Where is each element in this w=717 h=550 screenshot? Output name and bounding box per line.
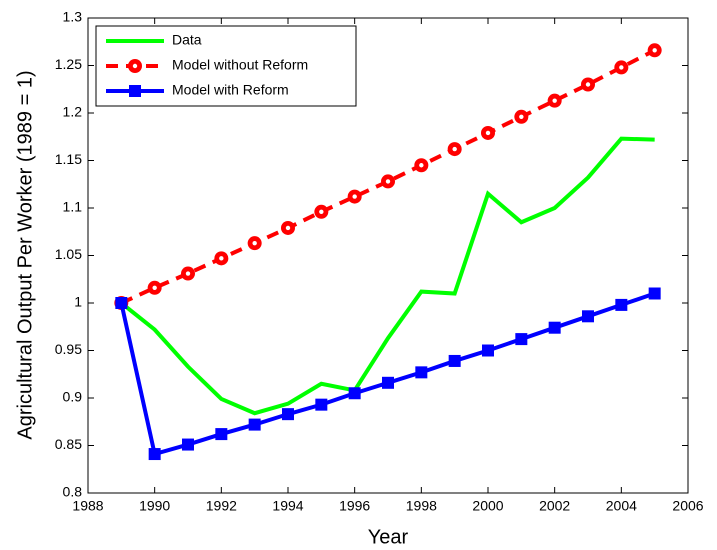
marker bbox=[347, 189, 362, 204]
marker bbox=[282, 408, 294, 421]
marker bbox=[415, 366, 428, 379]
marker bbox=[514, 109, 529, 124]
x-tick-label: 2002 bbox=[539, 498, 570, 514]
y-axis-label: Agricultural Output Per Worker (1989 = 1… bbox=[14, 70, 36, 439]
marker-dot bbox=[152, 285, 157, 290]
marker bbox=[647, 43, 662, 58]
legend-label: Data bbox=[172, 32, 202, 48]
series-line bbox=[120, 48, 656, 305]
marker-dot bbox=[132, 63, 138, 69]
legend-label: Model without Reform bbox=[172, 57, 308, 73]
marker-dot bbox=[352, 194, 357, 199]
marker bbox=[281, 220, 295, 235]
marker-dot bbox=[519, 114, 524, 120]
x-tick-label: 1998 bbox=[406, 498, 437, 514]
marker-dot bbox=[619, 65, 624, 70]
marker-dot bbox=[385, 179, 391, 184]
x-tick-label: 2006 bbox=[672, 498, 703, 514]
marker bbox=[482, 344, 494, 357]
marker bbox=[129, 85, 141, 97]
marker bbox=[214, 251, 229, 266]
marker-dot bbox=[419, 163, 424, 168]
marker-dot bbox=[552, 98, 557, 103]
marker-dot bbox=[219, 256, 224, 261]
marker bbox=[515, 333, 528, 346]
x-tick-label: 1990 bbox=[139, 498, 170, 514]
marker bbox=[348, 387, 361, 400]
y-tick-label: 0.95 bbox=[55, 341, 82, 357]
x-tick-label: 2004 bbox=[606, 498, 637, 514]
y-tick-label: 1.25 bbox=[55, 56, 82, 72]
marker-dot bbox=[652, 48, 657, 53]
marker-dot bbox=[319, 209, 324, 214]
marker bbox=[148, 448, 161, 461]
x-axis-label: Year bbox=[368, 526, 409, 548]
marker bbox=[115, 297, 128, 309]
marker-dot bbox=[585, 82, 591, 87]
y-tick-label: 0.8 bbox=[63, 484, 83, 500]
y-tick-label: 1.15 bbox=[55, 151, 82, 167]
marker-dot bbox=[185, 271, 191, 276]
marker bbox=[382, 376, 394, 389]
marker-dot bbox=[285, 225, 291, 231]
marker bbox=[582, 310, 594, 323]
x-tick-label: 2000 bbox=[472, 498, 503, 514]
series-line bbox=[120, 136, 655, 416]
x-tick-label: 1994 bbox=[272, 498, 303, 514]
marker bbox=[215, 428, 228, 441]
x-tick-label: 1992 bbox=[206, 498, 237, 514]
marker bbox=[448, 354, 461, 367]
y-tick-label: 1.2 bbox=[63, 104, 83, 120]
marker bbox=[147, 280, 162, 295]
legend-label: Model with Reform bbox=[172, 82, 289, 98]
x-tick-label: 1996 bbox=[339, 498, 370, 514]
marker bbox=[315, 398, 328, 411]
marker bbox=[181, 266, 195, 281]
y-tick-label: 1.05 bbox=[55, 246, 82, 262]
marker bbox=[247, 236, 262, 251]
marker bbox=[615, 298, 628, 311]
marker bbox=[547, 93, 562, 108]
y-tick-label: 1.3 bbox=[63, 9, 83, 25]
marker bbox=[581, 77, 595, 92]
marker bbox=[314, 204, 329, 219]
marker-dot bbox=[452, 146, 457, 152]
marker bbox=[548, 321, 561, 334]
plot-frame bbox=[87, 17, 689, 494]
marker-dot bbox=[485, 130, 491, 136]
y-tick-label: 1.1 bbox=[63, 199, 83, 215]
y-tick-label: 0.9 bbox=[63, 389, 83, 405]
marker bbox=[381, 174, 395, 189]
legend: Data Model without Reform Model with Refor… bbox=[95, 25, 357, 107]
marker bbox=[481, 125, 495, 140]
marker bbox=[182, 438, 194, 451]
marker bbox=[248, 418, 261, 431]
marker bbox=[414, 158, 429, 173]
x-tick-label: 1988 bbox=[72, 498, 103, 514]
marker bbox=[447, 142, 462, 157]
marker-dot bbox=[252, 240, 257, 246]
marker bbox=[648, 287, 661, 300]
y-tick-label: 0.85 bbox=[55, 436, 82, 452]
marker bbox=[128, 59, 142, 73]
y-tick-label: 1 bbox=[74, 294, 82, 310]
marker bbox=[614, 60, 629, 75]
